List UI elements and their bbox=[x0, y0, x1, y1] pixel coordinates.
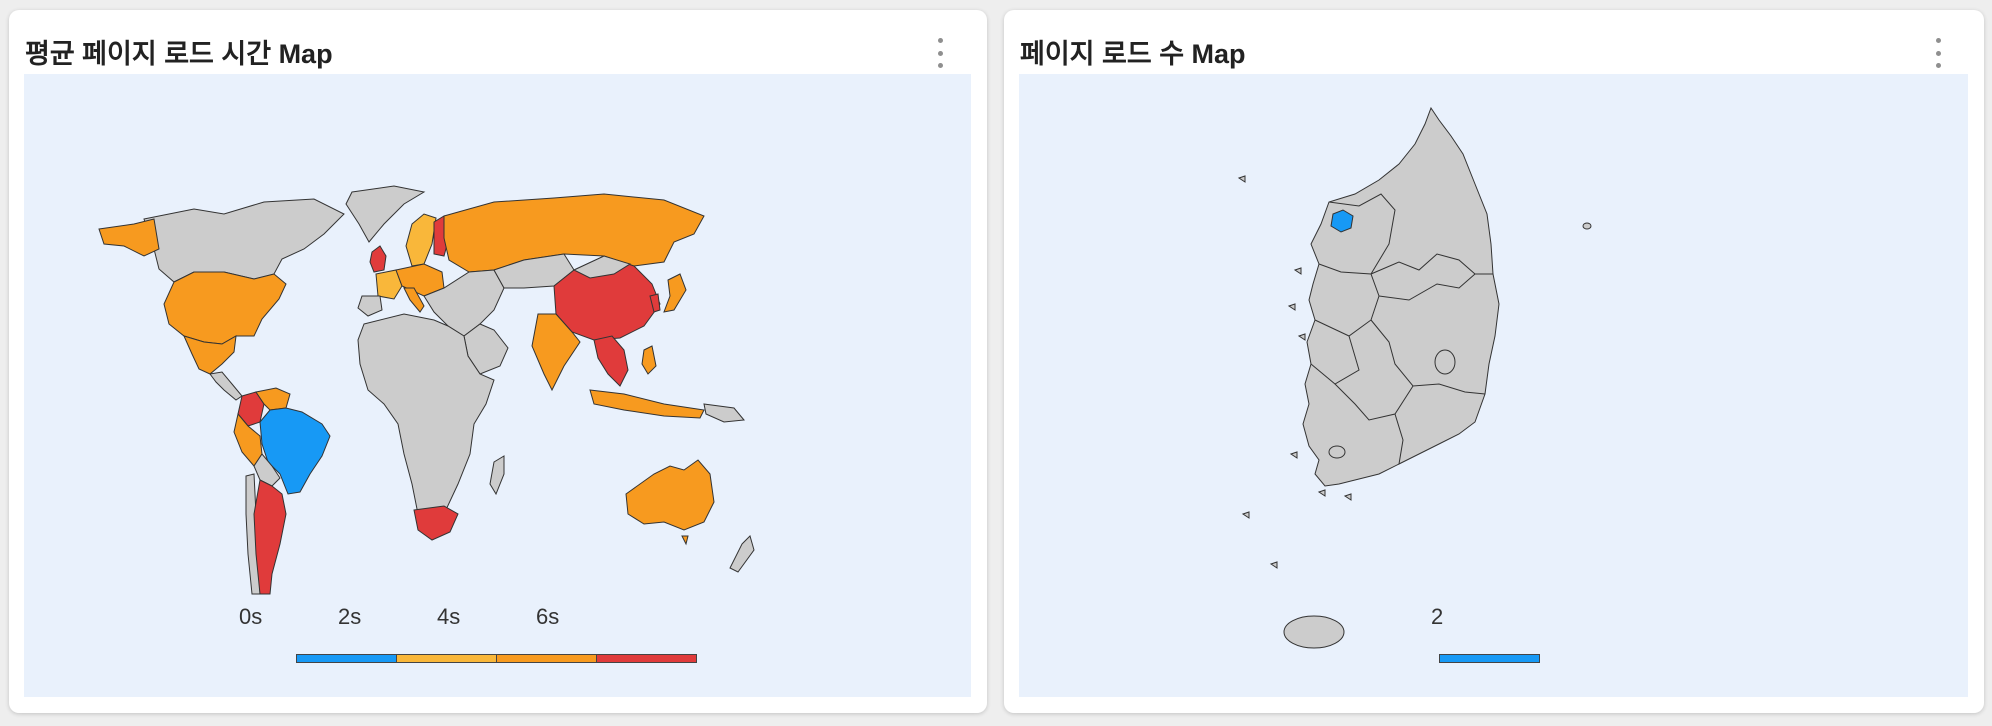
region-ulleungdo bbox=[1582, 222, 1592, 230]
korea-map: 2 bbox=[1019, 74, 1968, 697]
region-islands-south bbox=[1317, 489, 1326, 497]
page-load-count-map-card: 페이지 로드 수 Map bbox=[1004, 10, 1984, 713]
region-mongolia bbox=[572, 255, 632, 279]
region-islands-south bbox=[1241, 511, 1250, 519]
korea-map-svg bbox=[1237, 106, 1592, 649]
region-islands-west bbox=[1297, 333, 1306, 341]
region-daegu bbox=[1434, 349, 1456, 375]
province-boundary bbox=[1378, 273, 1476, 301]
province-boundary bbox=[1334, 383, 1414, 421]
region-russia bbox=[443, 193, 705, 273]
region-madagascar bbox=[489, 455, 505, 496]
card-title: 페이지 로드 수 Map bbox=[1020, 39, 1246, 69]
region-central-america bbox=[209, 371, 243, 401]
card-title: 평균 페이지 로드 시간 Map bbox=[25, 39, 333, 69]
legend-color-swatch bbox=[496, 654, 597, 663]
region-france bbox=[375, 269, 403, 300]
region-middle-east bbox=[423, 269, 505, 337]
region-japan bbox=[663, 273, 687, 313]
world-map-svg bbox=[98, 185, 755, 595]
region-mexico bbox=[183, 335, 237, 375]
region-south-africa bbox=[413, 505, 459, 541]
region-india bbox=[531, 313, 581, 392]
province-boundary bbox=[1328, 193, 1396, 275]
legend-label: 2s bbox=[338, 604, 362, 629]
region-tasmania bbox=[681, 535, 689, 546]
region-islands-south bbox=[1343, 493, 1352, 501]
legend-label: 2 bbox=[1431, 604, 1444, 629]
legend-color-swatch bbox=[596, 654, 697, 663]
region-new-zealand bbox=[729, 535, 755, 573]
region-canada bbox=[143, 198, 345, 283]
region-islands-west bbox=[1293, 267, 1302, 275]
region-usa bbox=[163, 271, 287, 345]
region-australia bbox=[625, 459, 715, 531]
world-map: 0s 2s 4s 6s bbox=[24, 74, 971, 697]
region-islands-west bbox=[1237, 175, 1246, 183]
province-boundary bbox=[1310, 335, 1360, 385]
region-korea bbox=[649, 293, 661, 313]
region-africa bbox=[357, 313, 495, 527]
average-load-time-map-card: 평균 페이지 로드 시간 Map bbox=[9, 10, 987, 713]
region-seoul bbox=[1330, 209, 1354, 233]
region-gwangju bbox=[1328, 445, 1346, 459]
region-islands-south bbox=[1269, 561, 1278, 569]
legend-color-swatch bbox=[296, 654, 397, 663]
region-indonesia bbox=[589, 389, 705, 419]
region-alaska bbox=[98, 218, 160, 257]
region-southeast-asia bbox=[593, 335, 629, 387]
region-italy bbox=[403, 287, 425, 313]
region-greenland bbox=[345, 185, 426, 243]
region-philippines bbox=[641, 345, 657, 375]
more-vert-icon[interactable] bbox=[1933, 38, 1943, 68]
province-boundary bbox=[1394, 413, 1404, 465]
region-uk bbox=[369, 245, 387, 273]
region-korea-mainland bbox=[1302, 106, 1500, 487]
region-spain bbox=[357, 295, 383, 317]
legend-color-swatch bbox=[1439, 654, 1540, 663]
legend-color-swatch bbox=[396, 654, 497, 663]
region-islands-west bbox=[1287, 303, 1296, 311]
region-argentina bbox=[253, 479, 287, 595]
legend-label: 4s bbox=[437, 604, 461, 629]
region-papua bbox=[703, 403, 745, 423]
legend-label: 0s bbox=[239, 604, 263, 629]
region-jeju bbox=[1283, 615, 1345, 649]
region-islands-south bbox=[1289, 451, 1298, 459]
more-vert-icon[interactable] bbox=[935, 38, 945, 68]
legend-label: 6s bbox=[536, 604, 560, 629]
region-scandinavia bbox=[405, 213, 437, 267]
